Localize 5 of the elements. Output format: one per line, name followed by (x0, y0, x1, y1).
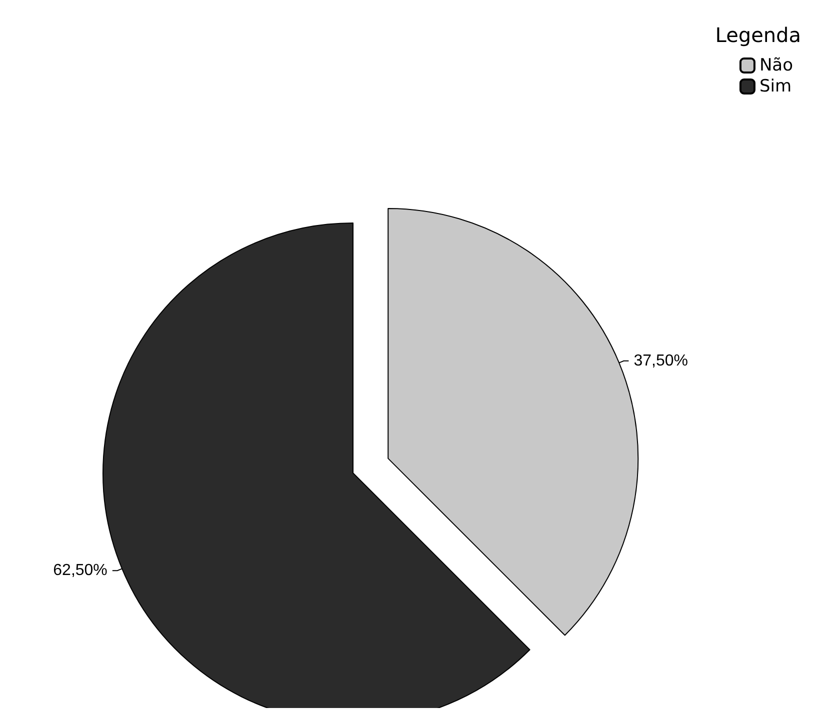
legend-title: Legenda (715, 23, 802, 47)
legend-label: Não (759, 56, 794, 76)
data-label: 37,50% (634, 352, 688, 370)
legend-label: Sim (759, 76, 792, 96)
data-label: 62,50% (53, 562, 108, 580)
